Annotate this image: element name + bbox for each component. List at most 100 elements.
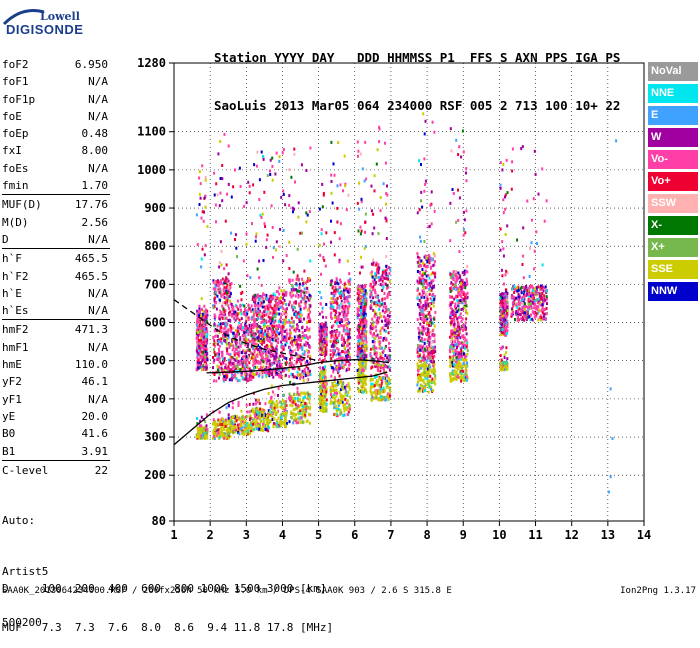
echo-point [386, 185, 388, 188]
echo-point [238, 427, 240, 430]
echo-point [297, 274, 299, 277]
echo-point [272, 226, 274, 229]
echo-point [375, 304, 377, 307]
echo-point [364, 247, 366, 250]
x-tick-label: 10 [492, 528, 506, 542]
echo-point [246, 355, 248, 358]
echo-point [253, 325, 255, 328]
echo-point [325, 383, 327, 386]
echo-point [342, 404, 344, 407]
echo-point [322, 384, 324, 387]
echo-point [365, 383, 367, 386]
echo-point [226, 348, 228, 351]
echo-point [239, 368, 241, 371]
echo-point [332, 202, 334, 205]
echo-point [339, 286, 341, 289]
echo-point [386, 374, 388, 377]
echo-point [362, 167, 364, 170]
echo-point [203, 344, 205, 347]
echo-point [263, 259, 265, 262]
echo-point [303, 297, 305, 300]
echo-point [334, 337, 336, 340]
echo-point [256, 330, 258, 333]
echo-point [233, 312, 235, 315]
echo-point [248, 424, 250, 427]
echo-point [246, 317, 248, 320]
echo-point [336, 322, 338, 325]
echo-point [206, 432, 208, 435]
echo-point [217, 152, 219, 155]
echo-point [253, 360, 255, 363]
echo-point [298, 329, 300, 332]
echo-point [286, 332, 288, 335]
echo-point [224, 375, 226, 378]
echo-point [201, 308, 203, 311]
echo-point [326, 409, 328, 412]
echo-point [372, 259, 374, 262]
echo-point [363, 325, 365, 328]
echo-point [343, 366, 345, 369]
echo-point [344, 346, 346, 349]
echo-point [203, 347, 205, 350]
echo-point [201, 347, 203, 350]
echo-point [233, 421, 235, 424]
echo-point [381, 382, 383, 385]
echo-point [338, 334, 340, 337]
echo-point [388, 342, 390, 345]
echo-point [225, 425, 227, 428]
echo-point [319, 254, 321, 257]
echo-point [257, 399, 259, 402]
echo-point [269, 173, 271, 176]
echo-point [257, 268, 259, 271]
echo-point [293, 271, 295, 274]
echo-point [303, 291, 305, 294]
echo-point [277, 331, 279, 334]
echo-point [347, 336, 349, 339]
echo-point [340, 222, 342, 225]
echo-point [258, 424, 260, 427]
echo-point [257, 336, 259, 339]
echo-point [219, 357, 221, 360]
echo-point [289, 358, 291, 361]
echo-point [228, 295, 230, 298]
echo-point [288, 267, 290, 270]
echo-point [289, 337, 291, 340]
echo-point [220, 240, 222, 243]
echo-point [320, 370, 322, 373]
echo-point [306, 321, 308, 324]
echo-point [225, 276, 227, 279]
echo-point [361, 285, 363, 288]
echo-point [224, 366, 226, 369]
echo-point [326, 328, 328, 331]
echo-point [357, 297, 359, 300]
echo-point [385, 337, 387, 340]
echo-point [379, 343, 381, 346]
echo-point [240, 309, 242, 312]
echo-point [234, 373, 236, 376]
echo-point [262, 306, 264, 309]
echo-point [261, 312, 263, 315]
echo-point [229, 310, 231, 313]
echo-point [377, 148, 379, 151]
echo-point [384, 277, 386, 280]
echo-point [264, 330, 266, 333]
echo-point [278, 374, 280, 377]
echo-point [348, 333, 350, 336]
echo-point [217, 369, 219, 372]
echo-point [335, 385, 337, 388]
echo-point [226, 299, 228, 302]
echo-point [324, 358, 326, 361]
echo-point [240, 427, 242, 430]
echo-point [377, 398, 379, 401]
echo-point [280, 424, 282, 427]
echo-point [258, 276, 260, 279]
echo-point [371, 386, 373, 389]
echo-point [271, 363, 273, 366]
echo-point [245, 378, 247, 381]
echo-point [276, 352, 278, 355]
echo-point [361, 198, 363, 201]
echo-point [247, 304, 249, 307]
echo-point [257, 310, 259, 313]
echo-point [217, 423, 219, 426]
echo-point [307, 420, 309, 423]
